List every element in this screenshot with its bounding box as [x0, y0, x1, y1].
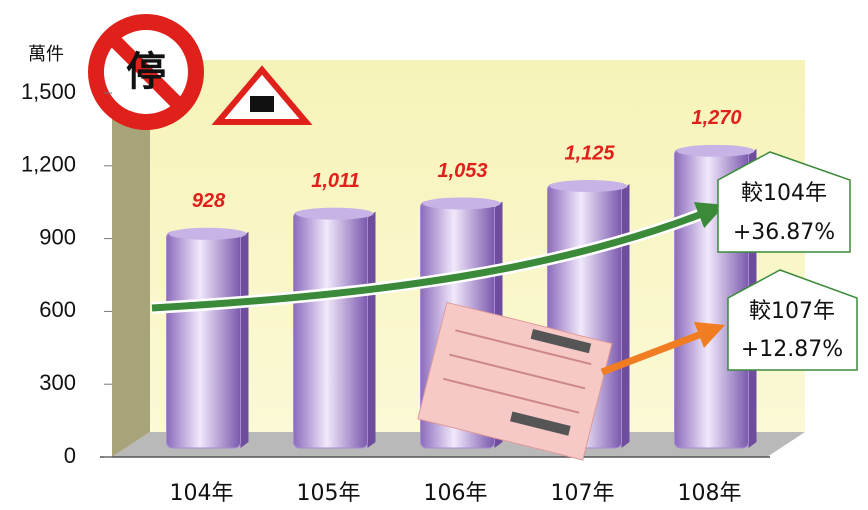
y-tick-label: 600 [39, 297, 76, 322]
bar-side [367, 211, 376, 448]
trend-arrow [151, 202, 726, 312]
bar-top [168, 227, 247, 240]
annotation: 較107年 [749, 299, 835, 324]
y-tick-label: 0 [64, 443, 76, 468]
bar [166, 231, 241, 449]
bar [293, 211, 368, 449]
y-unit: 萬件 [28, 44, 64, 65]
x-tick-label: 105年 [297, 481, 361, 506]
value-label: 1,053 [437, 160, 487, 182]
y-tick-label: 300 [39, 370, 76, 395]
bar-side [240, 231, 249, 448]
no-stopping-sign: 停 [88, 14, 313, 130]
annotation: +36.87% [733, 220, 835, 245]
bar-top [676, 144, 755, 157]
value-label: 928 [192, 190, 226, 212]
x-tick-label: 106年 [424, 481, 488, 506]
x-tick-label: 108年 [678, 481, 742, 506]
value-label: 1,125 [564, 142, 615, 164]
bar-top [549, 180, 628, 192]
value-label: 1,270 [691, 107, 741, 129]
x-tick-label: 107年 [551, 481, 615, 506]
callout-box [717, 151, 851, 253]
sign-text: 停 [126, 49, 166, 95]
y-tick-label: 900 [39, 224, 76, 249]
annotation: 較104年 [741, 181, 827, 206]
bar-top [422, 197, 501, 210]
change-arrow [600, 321, 726, 376]
y-tick-label: 1,500 [21, 79, 76, 104]
value-label: 1,011 [311, 170, 360, 192]
ticket-image [417, 301, 613, 461]
y-tick-label: 1,200 [21, 152, 76, 177]
annotation: +12.87% [741, 337, 843, 362]
callout-box [727, 269, 858, 371]
x-tick-label: 104年 [170, 481, 234, 506]
bar-side [621, 184, 630, 448]
bar-top [295, 207, 374, 220]
